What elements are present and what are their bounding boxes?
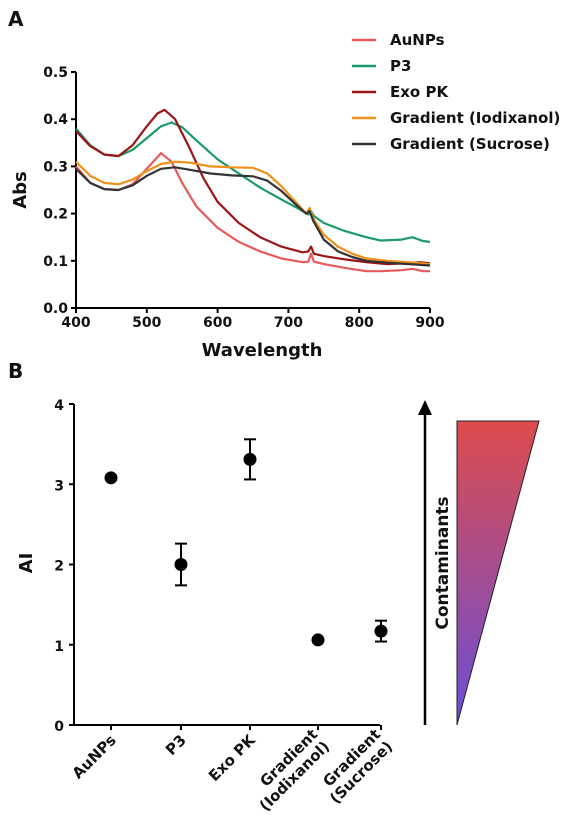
panel-b-scatter-chart: 0 1 2 3 4 AuNPs P3 Exo PKGradient(Iodixanol)Gr…: [16, 398, 540, 815]
category-label-line: AuNPs: [69, 731, 120, 782]
panel-a-x-axis-title: Wavelength: [202, 340, 323, 361]
panel-a-y-tick-label: 0.0: [43, 301, 68, 317]
data-point: [243, 452, 257, 466]
panel-a-y-tick-label: 0.3: [43, 159, 68, 175]
panel-a-legend: AuNPs P3 Exo PK Gradient (Iodixanol) Gradien…: [352, 31, 560, 153]
panel-b-y-tick-label: 0: [54, 719, 64, 735]
panel-a-series-lines: [75, 108, 431, 273]
contaminants-label: Contaminants: [433, 496, 453, 629]
panel-a-ticks: 400 500 600 700 800 900 0.0 0.1 0.2 0.3 0.4 0.5: [43, 65, 445, 331]
panel-a-x-tick-label: 600: [203, 315, 232, 331]
panel-a-x-tick-label: 800: [345, 315, 374, 331]
panel-a-y-tick-label: 0.4: [43, 112, 68, 128]
panel-a-y-tick-label: 0.5: [43, 65, 68, 81]
series-line-aunps: [75, 152, 430, 273]
panel-a-x-tick-label: 500: [132, 315, 161, 331]
series-line-gradient-sucrose: [75, 166, 431, 267]
category-label-line: Exo PK: [205, 730, 260, 785]
series-line-exo-pk: [75, 108, 431, 266]
panel-b-y-tick-label: 1: [54, 639, 64, 655]
category-label-line: P3: [162, 731, 190, 759]
category-label: Gradient(Iodixanol): [256, 725, 333, 814]
panel-b-y-tick-label: 4: [54, 398, 64, 414]
legend-label: AuNPs: [390, 31, 445, 49]
contaminants-gradient-triangle: [456, 420, 540, 726]
legend-label: Gradient (Sucrose): [390, 135, 550, 153]
panel-a-y-axis-title: Abs: [10, 171, 31, 209]
data-point: [374, 624, 388, 638]
panel-b-ticks: 0 1 2 3 4: [54, 398, 382, 735]
panel-b-points: [104, 438, 388, 647]
panel-b-category-labels: AuNPs P3 Exo PKGradient(Iodixanol)Gradient…: [69, 725, 397, 814]
panel-b-letter: B: [8, 359, 23, 383]
category-label: Gradient(Sucrose): [319, 725, 396, 807]
panel-a-line-chart: 400 500 600 700 800 900 0.0 0.1 0.2 0.3 0.4 0.5 AuN…: [10, 31, 560, 361]
series-line-gradient-iodixanol: [75, 160, 431, 266]
category-label: Exo PK: [205, 730, 260, 785]
legend-label: Gradient (Iodixanol): [390, 109, 560, 127]
panel-a-letter: A: [8, 7, 24, 31]
panel-b-y-axis-title: AI: [16, 553, 37, 574]
data-point: [311, 633, 325, 647]
category-label: AuNPs: [69, 731, 120, 782]
data-point: [174, 558, 188, 571]
panel-a-x-tick-label: 700: [274, 315, 303, 331]
panel-a-x-tick-label: 400: [61, 315, 90, 331]
series-line-p3: [75, 121, 431, 243]
panel-a-x-tick-label: 900: [415, 315, 444, 331]
data-point: [104, 471, 118, 485]
contaminants-arrow-head: [418, 400, 432, 415]
panel-b-y-tick-label: 3: [54, 478, 64, 494]
legend-label: Exo PK: [390, 83, 449, 101]
category-label: P3: [162, 731, 190, 759]
legend-label: P3: [390, 57, 411, 75]
panel-a-y-tick-label: 0.1: [43, 254, 68, 270]
panel-a-y-tick-label: 0.2: [43, 207, 68, 223]
panel-b-y-tick-label: 2: [54, 559, 64, 575]
